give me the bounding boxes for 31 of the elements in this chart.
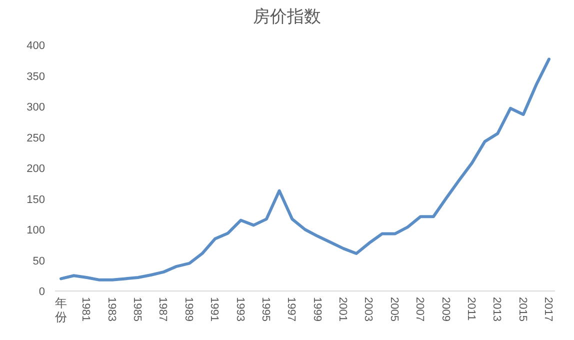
- x-tick-label: 年份: [55, 296, 67, 324]
- x-tick-label: 1991: [208, 297, 220, 322]
- line-series: [60, 58, 550, 282]
- x-tick-label: 2013: [490, 297, 503, 322]
- x-tick-label: 2003: [362, 297, 374, 322]
- x-tick-label: 1983: [105, 297, 118, 322]
- y-tick-label: 150: [26, 194, 45, 206]
- x-tick-label: 1987: [156, 297, 169, 322]
- x-tick-label: 2001: [336, 297, 349, 322]
- y-tick-label: 50: [32, 255, 45, 268]
- y-tick-label: 300: [26, 102, 45, 114]
- chart-title: 房价指数: [253, 7, 321, 26]
- x-tick-label: 1981: [80, 297, 92, 322]
- y-tick-label: 0: [38, 286, 45, 298]
- x-tick-label: 1993: [234, 297, 246, 322]
- x-tick-label: 2011: [464, 297, 477, 321]
- x-tick-label: 2005: [388, 297, 400, 322]
- y-tick-label: 250: [26, 132, 45, 144]
- x-tick-label: 2017: [542, 297, 554, 322]
- x-tick-label: 2009: [439, 297, 452, 322]
- y-tick-label: 400: [26, 40, 45, 52]
- x-tick-label: 1999: [310, 297, 323, 322]
- x-tick-label: 1989: [182, 297, 194, 322]
- x-tick-label: 1985: [131, 297, 144, 322]
- x-tick-label: 2007: [414, 297, 426, 322]
- y-tick-label: 200: [26, 163, 45, 175]
- y-tick-label: 350: [26, 70, 45, 83]
- x-tick-label: 2015: [516, 297, 528, 322]
- y-tick-label: 100: [26, 224, 45, 236]
- x-tick-label: 1995: [259, 297, 272, 322]
- x-tick-label: 1997: [285, 297, 298, 322]
